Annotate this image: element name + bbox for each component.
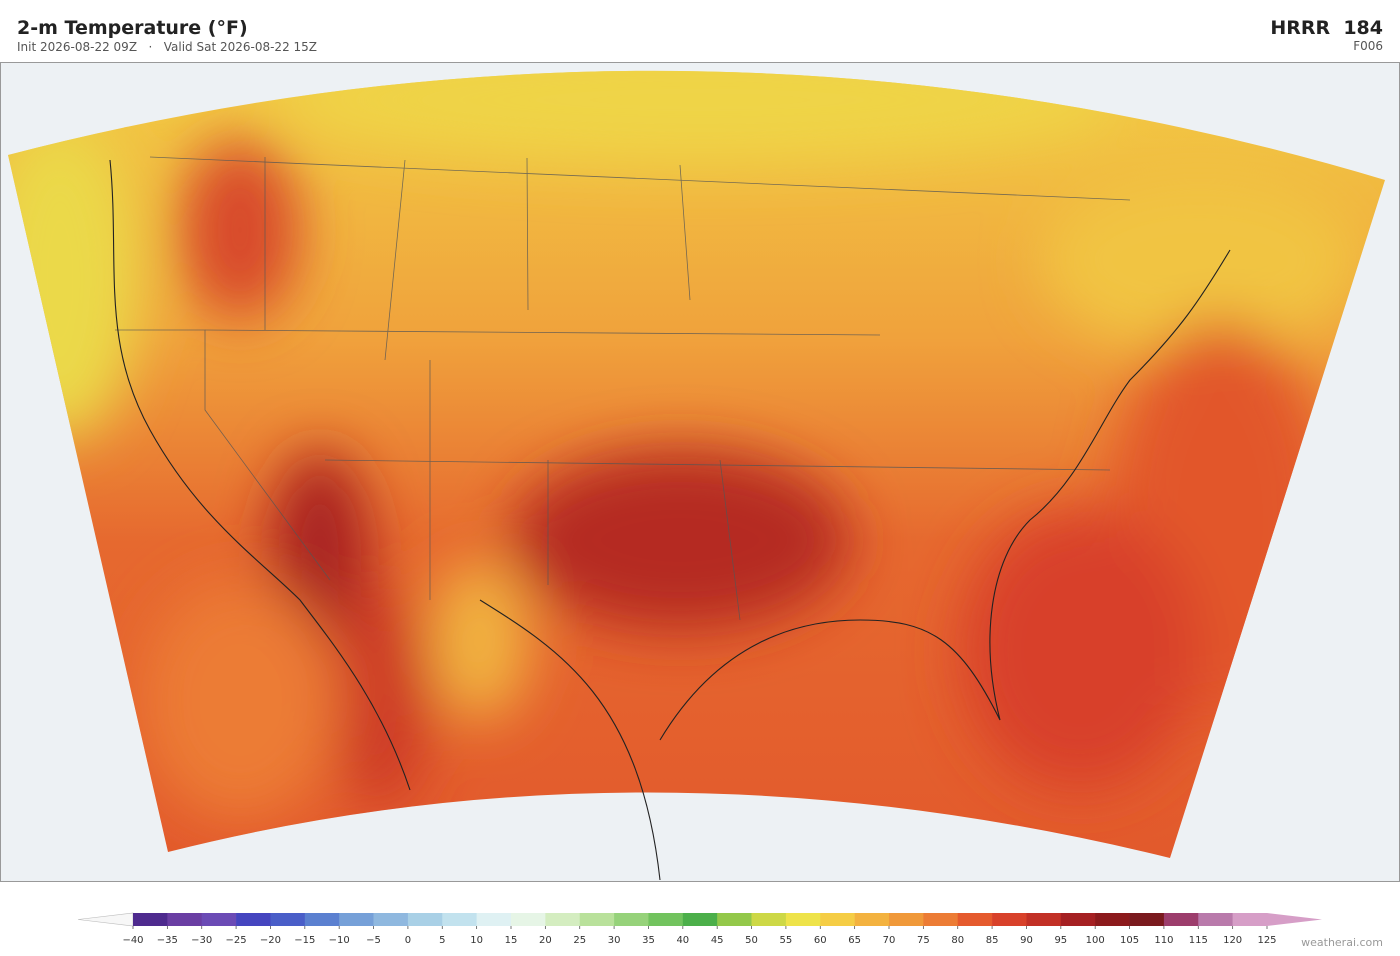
colorbar-segment [579, 913, 615, 926]
colorbar-segment [270, 913, 306, 926]
colorbar-tick-label: −40 [122, 935, 143, 946]
colorbar-segment [545, 913, 581, 926]
colorbar-segment [957, 913, 993, 926]
temperature-field [8, 70, 1385, 858]
colorbar-segment [614, 913, 649, 926]
colorbar-tick-label: 125 [1257, 935, 1276, 946]
map [0, 62, 1400, 882]
colorbar-tick-label: 15 [505, 935, 518, 946]
colorbar-tick-label: 75 [917, 935, 930, 946]
colorbar-segment [1232, 913, 1268, 926]
colorbar-tick-label: 45 [711, 935, 724, 946]
colorbar-tick-label: 30 [608, 935, 621, 946]
colorbar-tick-label: −35 [157, 935, 178, 946]
colorbar-segment [1198, 913, 1233, 926]
colorbar-tick-label: −5 [366, 935, 381, 946]
colorbar-segment [751, 913, 787, 926]
colorbar-segment [1129, 913, 1165, 926]
model: HRRR 184 [1270, 17, 1383, 39]
colorbar-tick-label: 35 [642, 935, 655, 946]
colorbar-segment [201, 913, 237, 926]
colorbar-segment [339, 913, 374, 926]
colorbar-tick-label: 100 [1086, 935, 1105, 946]
colorbar-segment [511, 913, 546, 926]
colorbar-tick-label: 105 [1120, 935, 1139, 946]
title: 2-m Temperature (°F) [17, 17, 248, 39]
colorbar-segment [442, 913, 477, 926]
colorbar-tick-label: 0 [405, 935, 411, 946]
colorbar-tick-label: −25 [226, 935, 247, 946]
colorbar-segment [1026, 913, 1062, 926]
colorbar-tick-label: 60 [814, 935, 827, 946]
colorbar-tick-label: 25 [573, 935, 586, 946]
borders [115, 156, 1131, 621]
credit: weatherai.com [1301, 936, 1383, 949]
colorbar-segment [167, 913, 203, 926]
colorbar-tick-label: 95 [1054, 935, 1067, 946]
colorbar-tick-label: 85 [986, 935, 999, 946]
colorbar-tick-label: −30 [191, 935, 212, 946]
colorbar-tick-label: −20 [260, 935, 281, 946]
colorbar-segment [992, 913, 1027, 926]
colorbar-segment [373, 913, 409, 926]
colorbar-segment [476, 913, 512, 926]
colorbar-over [1267, 913, 1322, 926]
colorbar-segment [785, 913, 821, 926]
colorbar-tick-label: 110 [1154, 935, 1173, 946]
colorbar-segment [717, 913, 752, 926]
colorbar-segment [236, 913, 271, 926]
colorbar-tick-label: 10 [470, 935, 483, 946]
colorbar-tick-label: 90 [1020, 935, 1033, 946]
colorbar-segment [1163, 913, 1199, 926]
colorbar-tick-label: −15 [294, 935, 315, 946]
colorbar-segment [682, 913, 718, 926]
colorbar-tick-label: 120 [1223, 935, 1242, 946]
colorbar-segment [304, 913, 340, 926]
colorbar-segment [1095, 913, 1130, 926]
forecast-hour: F006 [1353, 39, 1383, 53]
colorbar-segment [407, 913, 443, 926]
colorbar-tick-label: 65 [848, 935, 861, 946]
colorbar-segment [1060, 913, 1096, 926]
colorbar-tick-label: −10 [329, 935, 350, 946]
colorbar-segment [133, 913, 168, 926]
colorbar-tick-label: 40 [676, 935, 689, 946]
colorbar-tick-label: 80 [951, 935, 964, 946]
colorbar-tick-label: 5 [439, 935, 445, 946]
colorbar-tick-label: 55 [780, 935, 793, 946]
colorbar-segment [854, 913, 890, 926]
colorbar-tick-label: 20 [539, 935, 552, 946]
coastline [109, 159, 1231, 881]
colorbar-segment [923, 913, 959, 926]
colorbar-segment [889, 913, 924, 926]
colorbar-segment [820, 913, 855, 926]
colorbar-tick-label: 70 [883, 935, 896, 946]
colorbar-segment [648, 913, 684, 926]
subtitle: Init 2026-08-22 09Z · Valid Sat 2026-08-… [17, 40, 317, 54]
colorbar-tick-label: 115 [1189, 935, 1208, 946]
colorbar-under [77, 912, 134, 927]
colorbar: −40 −35 −30 −25 −20 −15 −10 −5 0 5 10 15 20 25 30 35 40 4… [77, 912, 1322, 946]
colorbar-tick-label: 50 [745, 935, 758, 946]
